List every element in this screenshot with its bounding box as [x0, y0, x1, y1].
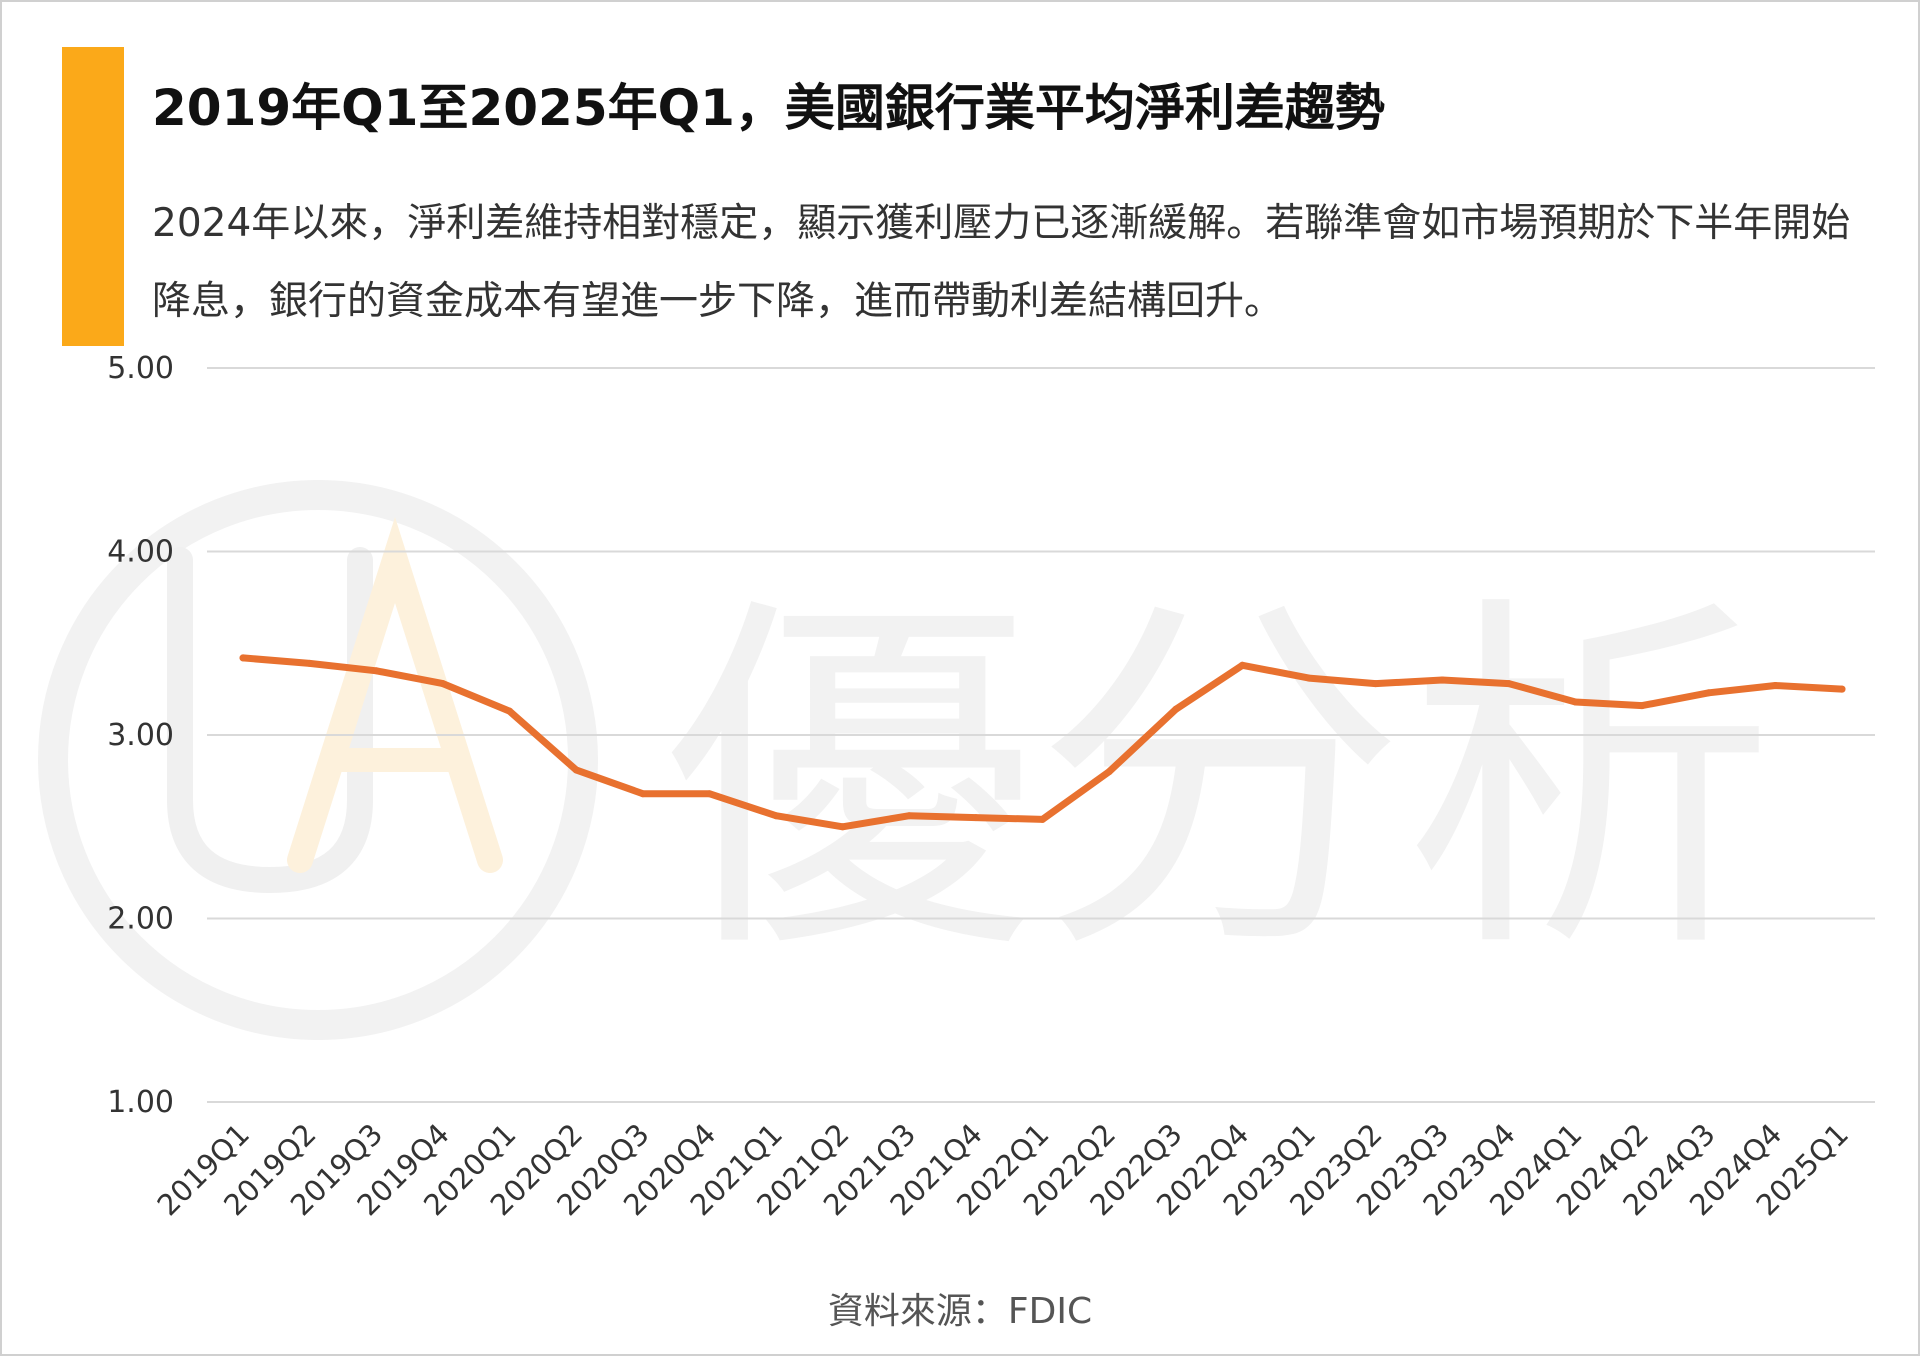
watermark-text: 優分析 [665, 568, 1775, 998]
data-point [306, 659, 314, 667]
data-point [506, 707, 513, 715]
y-tick-label: 5.00 [107, 351, 174, 386]
y-tick-label: 4.00 [107, 535, 174, 570]
data-point [639, 790, 647, 798]
data-point [1771, 681, 1779, 689]
y-tick-label: 2.00 [107, 902, 174, 937]
data-point [1238, 661, 1246, 669]
data-point [1705, 689, 1713, 697]
data-point [772, 812, 780, 820]
data-point [1372, 680, 1380, 688]
data-point [1105, 768, 1113, 776]
source-note: 資料來源：FDIC [827, 1291, 1093, 1332]
data-point [1505, 680, 1513, 688]
title-accent-bar [62, 47, 124, 346]
data-point [372, 667, 380, 675]
data-point [839, 823, 847, 831]
data-point [1572, 698, 1579, 706]
watermark: 優分析 [38, 480, 1775, 1040]
data-point [1172, 705, 1180, 713]
y-tick-label: 3.00 [107, 718, 174, 753]
series-group [239, 654, 1846, 831]
x-axis-ticks: 2019Q12019Q22019Q32019Q42020Q12020Q22020… [151, 1117, 1855, 1222]
chart-subtitle: 2024年以來，淨利差維持相對穩定，顯示獲利壓力已逐漸緩解。若聯準會如市場預期於… [152, 201, 1851, 324]
data-point [1039, 815, 1046, 823]
data-point [439, 680, 447, 688]
y-tick-label: 1.00 [107, 1085, 174, 1120]
data-point [572, 766, 580, 774]
data-point [705, 790, 713, 798]
data-point [1305, 674, 1313, 682]
y-axis-ticks: 1.00 2.00 3.00 4.00 5.00 [107, 351, 174, 1120]
data-point [239, 654, 247, 662]
gridlines [207, 367, 1875, 1103]
data-point [905, 812, 913, 820]
data-point [1438, 676, 1446, 684]
data-point [972, 814, 980, 822]
chart-title: 2019年Q1至2025年Q1，美國銀行業平均淨利差趨勢 [152, 79, 1385, 137]
ufa-logo-icon [38, 480, 598, 1040]
data-point [1638, 702, 1646, 710]
data-point [1838, 685, 1846, 693]
